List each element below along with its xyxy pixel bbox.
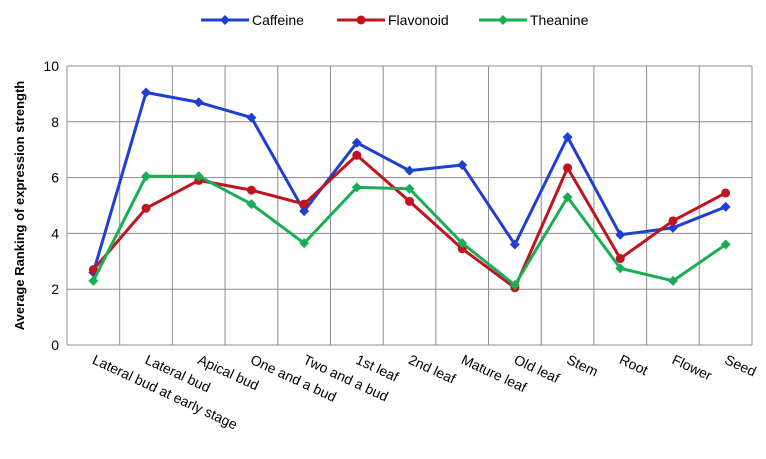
data-point-theanine bbox=[720, 239, 731, 250]
data-point-theanine bbox=[193, 171, 204, 182]
legend-label-theanine: Theanine bbox=[530, 12, 589, 28]
data-point-caffeine bbox=[667, 222, 678, 233]
data-point-flavonoid bbox=[668, 216, 678, 226]
y-tick-label: 4 bbox=[51, 225, 59, 241]
legend-marker-caffeine bbox=[220, 15, 230, 25]
legend-marker-flavonoid bbox=[356, 15, 366, 25]
y-tick-label: 8 bbox=[51, 114, 59, 130]
data-point-theanine bbox=[509, 280, 520, 291]
data-point-caffeine bbox=[351, 137, 362, 148]
data-point-caffeine bbox=[509, 239, 520, 250]
series-group bbox=[88, 87, 731, 293]
data-point-caffeine bbox=[193, 97, 204, 108]
data-point-caffeine bbox=[720, 201, 731, 212]
x-tick-label: 2nd leaf bbox=[406, 351, 458, 387]
data-point-theanine bbox=[88, 275, 99, 286]
x-tick-label: Stem bbox=[564, 351, 600, 379]
data-point-caffeine bbox=[141, 87, 152, 98]
data-point-caffeine bbox=[299, 206, 310, 217]
data-point-theanine bbox=[667, 275, 678, 286]
legend-item-flavonoid: Flavonoid bbox=[337, 12, 449, 28]
data-point-flavonoid bbox=[352, 150, 362, 160]
data-point-theanine bbox=[351, 182, 362, 193]
x-tick-label: Seed bbox=[722, 351, 758, 379]
legend: Caffeine Flavonoid Theanine bbox=[201, 12, 589, 28]
data-point-flavonoid bbox=[405, 196, 414, 206]
y-tick-label: 10 bbox=[43, 58, 59, 74]
legend-label-caffeine: Caffeine bbox=[252, 12, 304, 28]
legend-item-caffeine: Caffeine bbox=[201, 12, 304, 28]
y-tick-label: 6 bbox=[51, 170, 59, 186]
data-point-flavonoid bbox=[246, 185, 256, 195]
data-point-theanine bbox=[299, 238, 310, 249]
data-point-theanine bbox=[562, 192, 573, 203]
x-tick-label: Flower bbox=[670, 351, 715, 383]
data-point-caffeine bbox=[562, 132, 573, 143]
data-point-caffeine bbox=[457, 160, 468, 171]
y-axis-label: Average Ranking of expression strength bbox=[12, 81, 27, 331]
y-tick-label: 0 bbox=[51, 337, 59, 353]
data-point-flavonoid bbox=[299, 199, 309, 209]
data-point-flavonoid bbox=[141, 203, 151, 213]
x-tick-label: Root bbox=[617, 351, 651, 378]
y-tick-label: 2 bbox=[51, 281, 59, 297]
data-point-theanine bbox=[615, 263, 626, 274]
data-point-theanine bbox=[246, 199, 257, 210]
data-point-flavonoid bbox=[88, 265, 98, 275]
data-point-caffeine bbox=[615, 229, 626, 240]
data-point-flavonoid bbox=[721, 188, 731, 198]
legend-label-flavonoid: Flavonoid bbox=[388, 12, 449, 28]
legend-marker-theanine bbox=[498, 15, 508, 25]
data-point-flavonoid bbox=[615, 254, 625, 264]
data-point-flavonoid bbox=[563, 163, 573, 173]
data-point-theanine bbox=[141, 171, 152, 182]
y-axis: 0 2 4 6 8 10 bbox=[43, 58, 59, 353]
data-point-caffeine bbox=[404, 165, 415, 176]
data-point-theanine bbox=[404, 183, 415, 194]
series-theanine bbox=[88, 171, 731, 291]
legend-item-theanine: Theanine bbox=[479, 12, 589, 28]
series-line-caffeine bbox=[91, 91, 727, 273]
data-point-theanine bbox=[457, 238, 468, 249]
data-point-caffeine bbox=[246, 112, 257, 123]
